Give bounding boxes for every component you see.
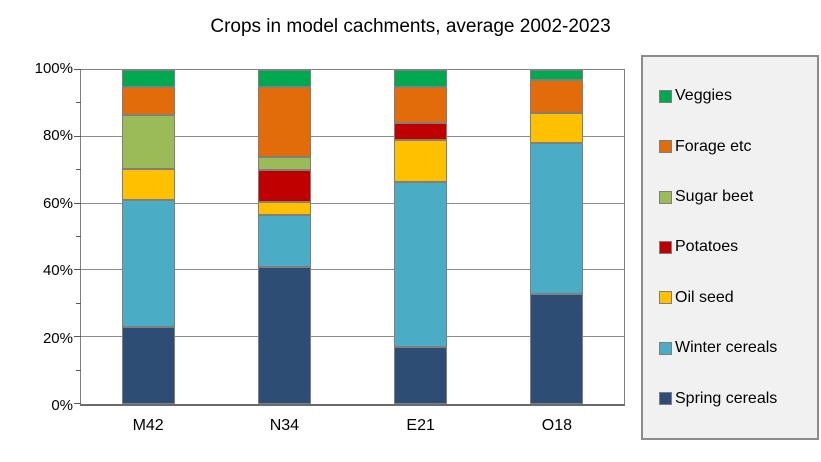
bar-slot-o18	[488, 70, 624, 404]
bars-layer	[81, 70, 624, 404]
gridline-80	[81, 135, 624, 137]
gridline-20	[81, 336, 624, 338]
legend-item-potatoes: Potatoes	[659, 238, 813, 256]
legend-swatch-icon-forage-etc	[659, 140, 672, 154]
legend-label-spring-cereals: Spring cereals	[675, 389, 778, 407]
legend-swatch-icon-sugar-beet	[659, 190, 672, 204]
legend-swatch-icon-oil-seed	[659, 291, 672, 305]
legend-item-forage-etc: Forage etc	[659, 138, 813, 156]
major-tick-80	[74, 135, 81, 137]
segment-spring-cereals-e21	[393, 347, 447, 404]
segment-forage-etc-e21	[393, 86, 447, 124]
legend-swatch-icon-potatoes	[659, 240, 672, 254]
segment-veggies-o18	[529, 70, 583, 81]
segment-spring-cereals-m42	[122, 327, 176, 404]
chart-title: Crops in model cachments, average 2002-2…	[210, 16, 611, 37]
segment-spring-cereals-n34	[258, 267, 312, 404]
segment-spring-cereals-o18	[529, 293, 583, 404]
x-category-label-e21: E21	[406, 417, 435, 434]
segment-oil-seed-e21	[393, 140, 447, 182]
major-tick-40	[74, 269, 81, 271]
minor-tick-50	[76, 236, 81, 237]
bar-m42	[122, 70, 176, 404]
bar-e21	[393, 70, 447, 404]
minor-tick-10	[76, 369, 81, 371]
segment-winter-cereals-o18	[529, 143, 583, 294]
segment-forage-etc-n34	[258, 86, 312, 157]
bar-slot-n34	[217, 70, 353, 404]
bar-o18	[529, 70, 583, 404]
y-tick-label-0: 0%	[51, 397, 73, 414]
legend-item-veggies: Veggies	[659, 87, 813, 105]
segment-winter-cereals-m42	[122, 200, 176, 328]
legend-swatch-icon-winter-cereals	[659, 341, 672, 355]
bar-slot-m42	[81, 70, 217, 404]
gridline-40	[81, 269, 624, 271]
minor-tick-30	[76, 302, 81, 304]
bar-slot-e21	[353, 70, 489, 404]
y-tick-label-80: 80%	[42, 127, 73, 145]
x-category-label-m42: M42	[132, 417, 164, 434]
gridline-60	[81, 202, 624, 204]
segment-oil-seed-o18	[529, 113, 583, 144]
legend: Veggies Forage etc Sugar beet Potatoes Oil s…	[641, 55, 819, 440]
plot-area	[74, 69, 625, 406]
x-axis: M42 N34 E21 O18	[80, 417, 625, 435]
y-tick-label-60: 60%	[42, 194, 73, 212]
y-tick-label-40: 40%	[42, 262, 73, 280]
major-tick-60	[74, 202, 81, 204]
legend-label-sugar-beet: Sugar beet	[675, 188, 754, 206]
bar-n34	[258, 70, 312, 404]
segment-oil-seed-n34	[258, 201, 312, 216]
segment-forage-etc-o18	[529, 80, 583, 114]
legend-swatch-icon-veggies	[659, 89, 672, 103]
minor-tick-90	[76, 102, 81, 104]
segment-sugar-beet-m42	[122, 115, 176, 169]
major-tick-0	[74, 403, 81, 404]
segment-veggies-m42	[122, 70, 176, 87]
x-category-label-o18: O18	[541, 417, 572, 434]
x-category-label-n34: N34	[269, 417, 300, 434]
segment-sugar-beet-n34	[258, 156, 312, 171]
y-tick-label-20: 20%	[42, 329, 73, 347]
legend-item-winter-cereals: Winter cereals	[659, 339, 813, 357]
minor-tick-70	[76, 169, 81, 171]
segment-potatoes-n34	[258, 170, 312, 202]
segment-oil-seed-m42	[122, 168, 176, 201]
segment-winter-cereals-n34	[258, 215, 312, 268]
legend-item-oil-seed: Oil seed	[659, 289, 813, 307]
legend-label-forage-etc: Forage etc	[675, 137, 752, 155]
segment-potatoes-e21	[393, 123, 447, 141]
segment-veggies-n34	[258, 70, 312, 87]
legend-swatch-icon-spring-cereals	[659, 392, 672, 406]
segment-winter-cereals-e21	[393, 181, 447, 348]
legend-label-oil-seed: Oil seed	[675, 288, 734, 306]
major-tick-20	[74, 336, 81, 338]
legend-label-potatoes: Potatoes	[675, 238, 739, 256]
legend-label-winter-cereals: Winter cereals	[675, 339, 778, 357]
segment-veggies-e21	[393, 70, 447, 87]
y-axis: 100% 80% 60% 40% 20% 0%	[0, 60, 73, 414]
major-tick-100	[74, 69, 81, 70]
legend-item-spring-cereals: Spring cereals	[659, 390, 813, 408]
y-tick-label-100: 100%	[34, 60, 73, 77]
legend-label-veggies: Veggies	[675, 87, 732, 105]
segment-forage-etc-m42	[122, 86, 176, 116]
legend-item-sugar-beet: Sugar beet	[659, 188, 813, 206]
